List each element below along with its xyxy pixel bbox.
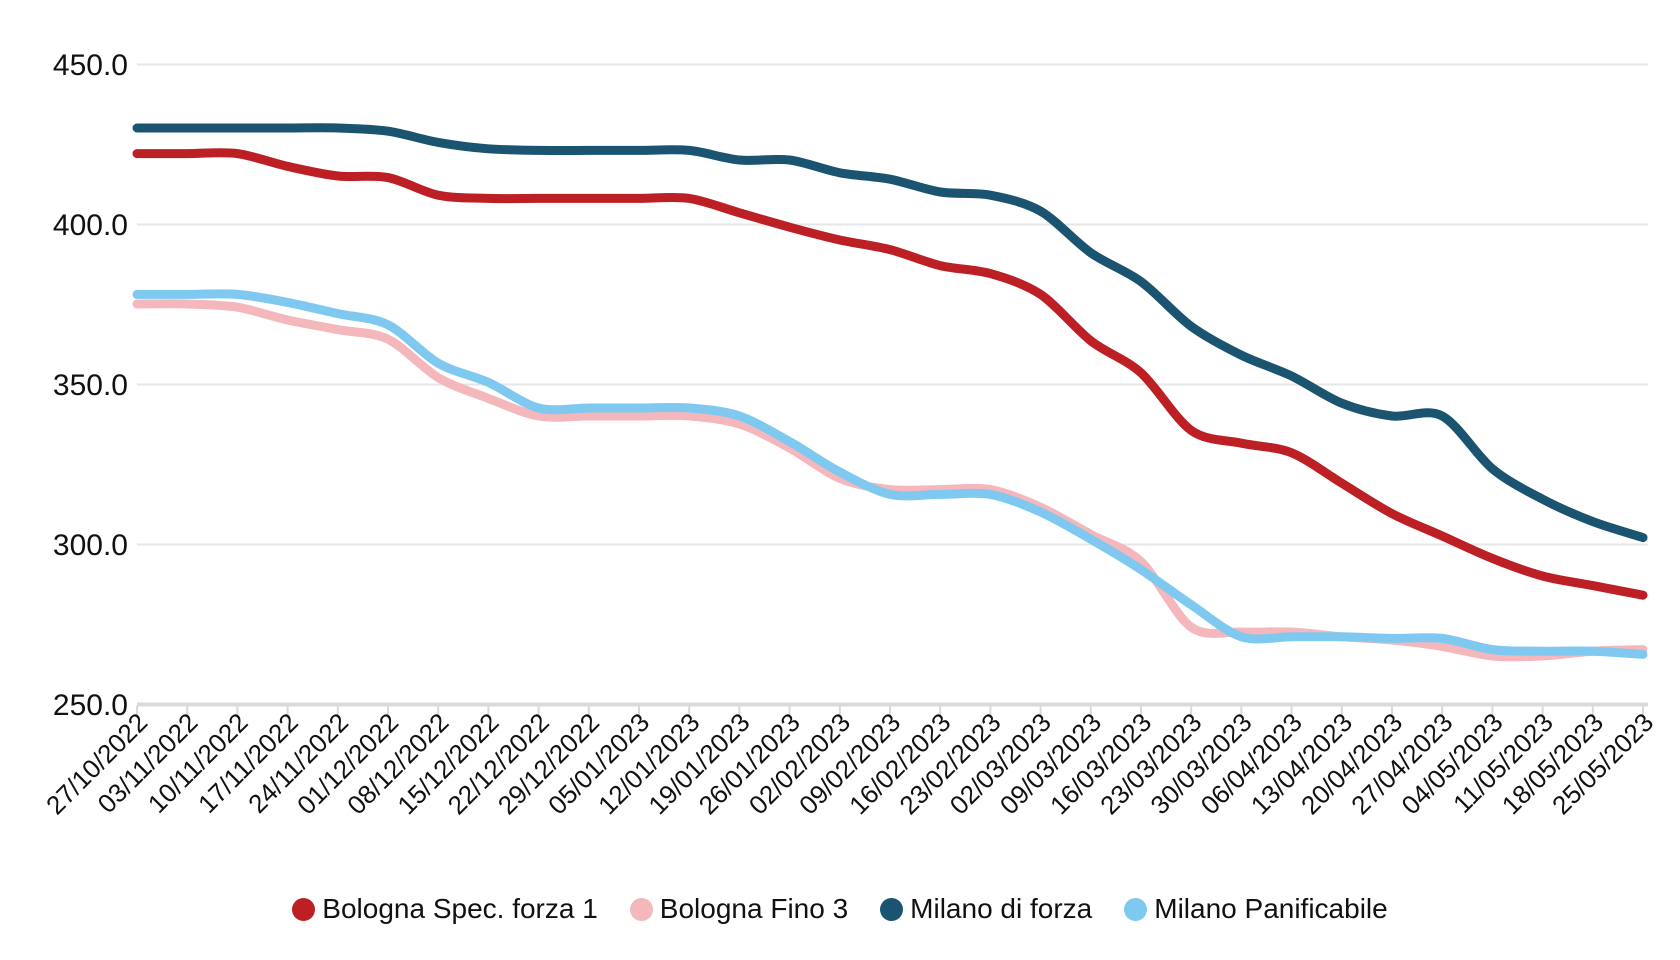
legend-swatch-icon bbox=[880, 897, 904, 921]
legend-swatch-icon bbox=[1124, 897, 1148, 921]
legend-label: Bologna Fino 3 bbox=[659, 893, 849, 924]
legend-label: Milano di forza bbox=[910, 893, 1093, 924]
y-axis-tick-label: 450.0 bbox=[53, 49, 128, 82]
y-axis-tick-label: 250.0 bbox=[53, 689, 128, 722]
y-axis-tick-label: 400.0 bbox=[53, 209, 128, 242]
legend-item-bologna-spec-forza-1: Bologna Spec. forza 1 bbox=[292, 893, 598, 925]
series-line-bologna-spec-forza-1 bbox=[132, 148, 1648, 600]
legend-swatch-icon bbox=[629, 897, 653, 921]
chart-legend: Bologna Spec. forza 1 Bologna Fino 3 Milan… bbox=[0, 893, 1680, 925]
y-axis-tick-label: 350.0 bbox=[53, 369, 128, 402]
series-line-milano-di-forza bbox=[132, 123, 1648, 543]
legend-swatch-icon bbox=[292, 897, 316, 921]
legend-item-milano-di-forza: Milano di forza bbox=[880, 893, 1092, 925]
legend-item-milano-panificabile: Milano Panificabile bbox=[1124, 893, 1388, 925]
legend-label: Milano Panificabile bbox=[1154, 893, 1388, 924]
series-line-milano-panificabile bbox=[132, 289, 1648, 659]
y-axis-tick-label: 300.0 bbox=[53, 529, 128, 562]
legend-item-bologna-fino-3: Bologna Fino 3 bbox=[629, 893, 849, 925]
series-line-bologna-fino-3 bbox=[132, 299, 1648, 662]
legend-label: Bologna Spec. forza 1 bbox=[322, 893, 598, 924]
